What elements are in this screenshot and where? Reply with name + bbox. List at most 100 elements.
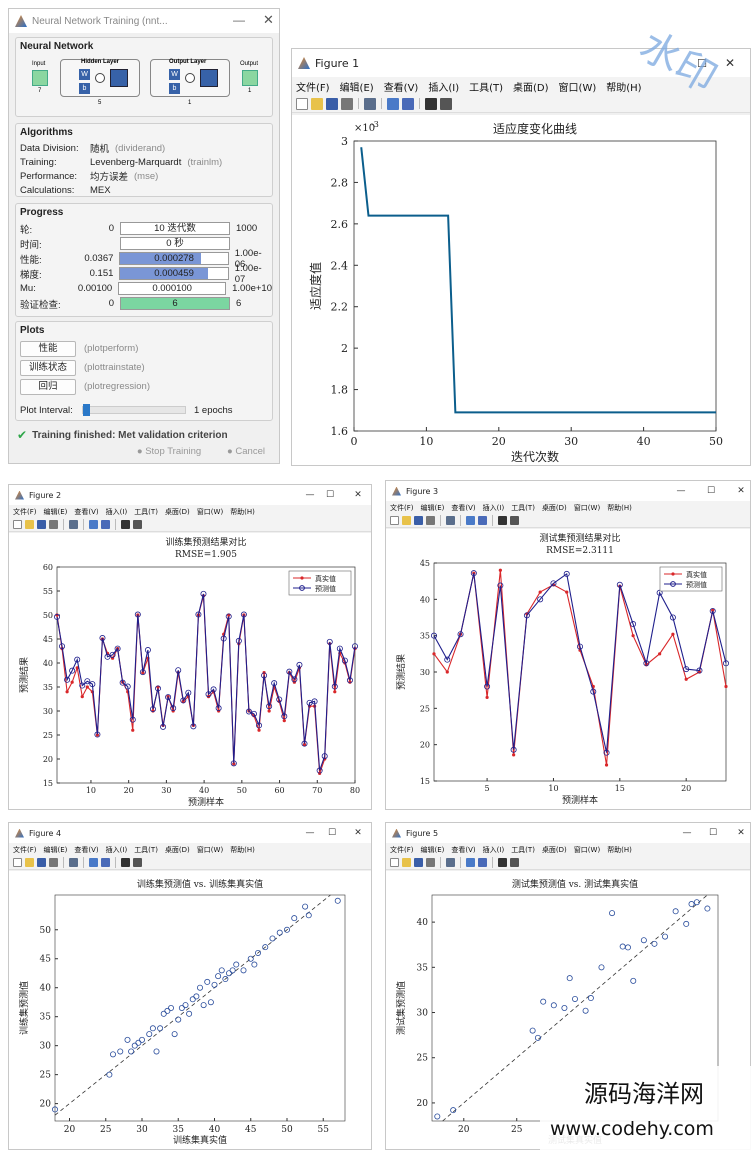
print-preview-icon[interactable]	[69, 858, 78, 867]
new-file-icon[interactable]	[390, 516, 399, 525]
print-icon[interactable]	[426, 516, 435, 525]
pointer-icon[interactable]	[498, 516, 507, 525]
insert-legend-icon[interactable]	[402, 97, 414, 110]
menu-item[interactable]: 桌面(D)	[164, 845, 190, 854]
menu-item[interactable]: 桌面(D)	[513, 82, 549, 94]
open-folder-icon[interactable]	[402, 516, 411, 525]
save-icon[interactable]	[326, 97, 338, 110]
link-axes-icon[interactable]	[387, 97, 399, 110]
menu-item[interactable]: 帮助(H)	[230, 507, 255, 516]
menu-item[interactable]: 文件(F)	[390, 503, 414, 512]
insert-legend-icon[interactable]	[478, 516, 487, 525]
maximize-icon[interactable]: ☐	[706, 486, 716, 496]
link-axes-icon[interactable]	[466, 858, 475, 867]
save-icon[interactable]	[37, 520, 46, 529]
print-icon[interactable]	[341, 97, 353, 110]
pointer-icon[interactable]	[121, 520, 130, 529]
minimize-icon[interactable]: —	[676, 486, 686, 496]
minimize-icon[interactable]: —	[305, 828, 315, 838]
menu-item[interactable]: 文件(F)	[390, 845, 414, 854]
new-file-icon[interactable]	[390, 858, 399, 867]
menu-item[interactable]: 文件(F)	[13, 507, 37, 516]
menu-item[interactable]: 工具(T)	[511, 503, 535, 512]
menu-item[interactable]: 编辑(E)	[43, 507, 68, 516]
property-editor-icon[interactable]	[440, 97, 452, 110]
save-icon[interactable]	[414, 516, 423, 525]
menu-item[interactable]: 帮助(H)	[607, 503, 632, 512]
menu-item[interactable]: 窗口(W)	[573, 503, 601, 512]
plot-button[interactable]: 训练状态	[20, 359, 76, 376]
close-icon[interactable]: ✕	[737, 486, 745, 496]
menu-item[interactable]: 插入(I)	[482, 503, 505, 512]
menu-item[interactable]: 文件(F)	[296, 82, 330, 94]
menu-item[interactable]: 帮助(H)	[607, 845, 632, 854]
menu-item[interactable]: 编辑(E)	[420, 845, 445, 854]
close-icon[interactable]: ✕	[354, 828, 362, 838]
new-file-icon[interactable]	[13, 520, 22, 529]
link-axes-icon[interactable]	[466, 516, 475, 525]
menu-item[interactable]: 桌面(D)	[541, 503, 567, 512]
print-preview-icon[interactable]	[446, 516, 455, 525]
minimize-icon[interactable]: —	[305, 490, 315, 500]
print-preview-icon[interactable]	[364, 97, 376, 110]
menu-item[interactable]: 查看(V)	[74, 845, 99, 854]
menu-item[interactable]: 插入(I)	[105, 845, 128, 854]
save-icon[interactable]	[414, 858, 423, 867]
menu-item[interactable]: 编辑(E)	[43, 845, 68, 854]
slider-thumb[interactable]	[83, 404, 90, 416]
menu-item[interactable]: 桌面(D)	[164, 507, 190, 516]
plot-button[interactable]: 回归	[20, 378, 76, 395]
insert-legend-icon[interactable]	[478, 858, 487, 867]
save-icon[interactable]	[37, 858, 46, 867]
minimize-icon[interactable]: —	[233, 13, 245, 27]
minimize-icon[interactable]: —	[682, 828, 692, 838]
menu-item[interactable]: 文件(F)	[13, 845, 37, 854]
menu-item[interactable]: 窗口(W)	[196, 507, 224, 516]
property-editor-icon[interactable]	[133, 520, 142, 529]
insert-legend-icon[interactable]	[101, 858, 110, 867]
print-icon[interactable]	[49, 858, 58, 867]
maximize-icon[interactable]: ☐	[327, 828, 337, 838]
menu-item[interactable]: 查看(V)	[74, 507, 99, 516]
menu-item[interactable]: 插入(I)	[482, 845, 505, 854]
close-icon[interactable]: ✕	[263, 12, 274, 27]
menu-item[interactable]: 窗口(W)	[558, 82, 597, 94]
property-editor-icon[interactable]	[510, 516, 519, 525]
print-preview-icon[interactable]	[69, 520, 78, 529]
close-icon[interactable]: ✕	[737, 828, 745, 838]
plot-button[interactable]: 性能	[20, 340, 76, 357]
stop-training-button[interactable]: ● Stop Training	[124, 445, 214, 461]
link-axes-icon[interactable]	[89, 520, 98, 529]
print-icon[interactable]	[426, 858, 435, 867]
plot-interval-slider[interactable]	[82, 404, 186, 416]
print-icon[interactable]	[49, 520, 58, 529]
menu-item[interactable]: 帮助(H)	[606, 82, 642, 94]
menu-item[interactable]: 编辑(E)	[420, 503, 445, 512]
maximize-icon[interactable]: ☐	[708, 828, 718, 838]
print-preview-icon[interactable]	[446, 858, 455, 867]
open-folder-icon[interactable]	[25, 520, 34, 529]
pointer-icon[interactable]	[498, 858, 507, 867]
menu-item[interactable]: 工具(T)	[469, 82, 504, 94]
maximize-icon[interactable]: ☐	[325, 490, 335, 500]
open-folder-icon[interactable]	[311, 97, 323, 110]
cancel-button[interactable]: ● Cancel	[221, 445, 271, 461]
menu-item[interactable]: 编辑(E)	[339, 82, 374, 94]
close-icon[interactable]: ✕	[354, 490, 362, 500]
open-folder-icon[interactable]	[25, 858, 34, 867]
new-file-icon[interactable]	[296, 97, 308, 110]
maximize-icon[interactable]: ☐	[697, 56, 707, 70]
menu-item[interactable]: 窗口(W)	[196, 845, 224, 854]
menu-item[interactable]: 工具(T)	[511, 845, 535, 854]
pointer-icon[interactable]	[425, 97, 437, 110]
menu-item[interactable]: 工具(T)	[134, 845, 158, 854]
menu-item[interactable]: 工具(T)	[134, 507, 158, 516]
new-file-icon[interactable]	[13, 858, 22, 867]
insert-legend-icon[interactable]	[101, 520, 110, 529]
menu-item[interactable]: 帮助(H)	[230, 845, 255, 854]
pointer-icon[interactable]	[121, 858, 130, 867]
link-axes-icon[interactable]	[89, 858, 98, 867]
property-editor-icon[interactable]	[510, 858, 519, 867]
property-editor-icon[interactable]	[133, 858, 142, 867]
menu-item[interactable]: 桌面(D)	[541, 845, 567, 854]
